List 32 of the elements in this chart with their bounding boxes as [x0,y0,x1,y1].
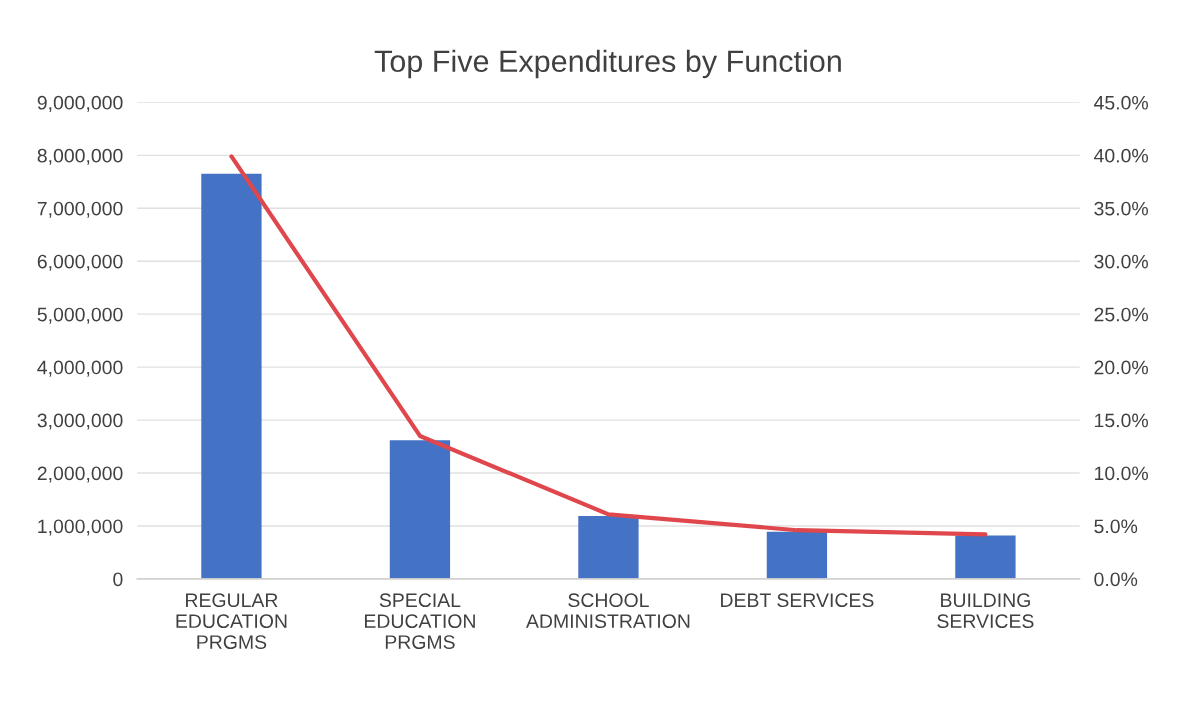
y2-tick-label: 45.0% [1094,95,1148,110]
y2-tick-label: 30.0% [1094,254,1148,269]
y2-tick-label: 15.0% [1095,413,1148,428]
bar [955,535,1016,579]
x-tick-label: SCHOOL ADMINISTRATION [526,593,690,629]
y-tick-label: 2,000,000 [37,466,123,483]
x-tick-label: SPECIAL EDUCATION PRGMS [364,593,475,649]
bar [389,440,451,579]
bar [766,531,828,579]
y-tick-label: 9,000,000 [37,95,123,112]
y-tick-label: 0 [113,572,123,587]
y2-tick-label: 5.0% [1094,519,1138,534]
y-tick-label: 4,000,000 [37,360,123,377]
y-tick-label: 1,000,000 [38,519,123,536]
y2-tick-label: 35.0% [1094,201,1148,216]
y-tick-label: 5,000,000 [37,307,123,324]
x-tick-label: BUILDING SERVICES [937,593,1034,629]
chart-title: Top Five Expenditures by Function [374,49,841,79]
y2-tick-label: 0.0% [1094,572,1138,587]
y2-tick-label: 10.0% [1095,466,1148,481]
y-tick-label: 8,000,000 [37,148,123,165]
y2-tick-label: 20.0% [1094,360,1148,375]
line-series [229,154,988,537]
y-tick-label: 7,000,000 [37,201,123,218]
y2-tick-label: 25.0% [1094,307,1148,322]
x-tick-label: REGULAR EDUCATION PRGMS [176,593,287,649]
bar [578,515,639,579]
bar [201,173,262,579]
y2-tick-label: 40.0% [1094,148,1148,163]
x-tick-label: DEBT SERVICES [721,593,874,608]
y-tick-label: 6,000,000 [37,254,123,271]
y-tick-label: 3,000,000 [37,413,123,430]
